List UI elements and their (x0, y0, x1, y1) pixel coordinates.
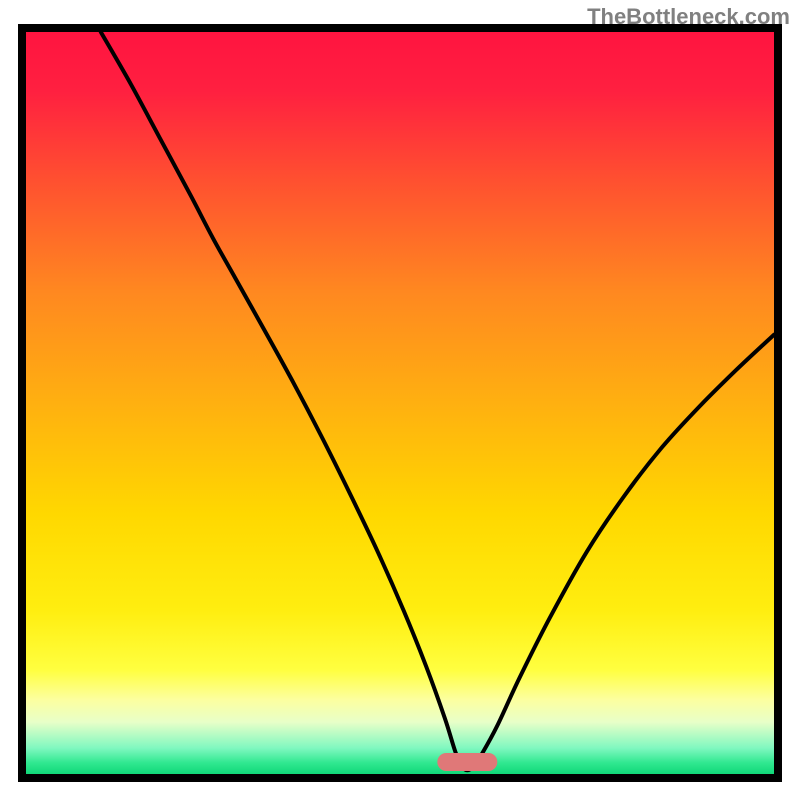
gradient-background (26, 32, 774, 774)
chart-container: TheBottleneck.com (0, 0, 800, 800)
bottleneck-chart (0, 0, 800, 800)
minimum-marker (437, 753, 497, 771)
watermark-label: TheBottleneck.com (587, 4, 790, 30)
